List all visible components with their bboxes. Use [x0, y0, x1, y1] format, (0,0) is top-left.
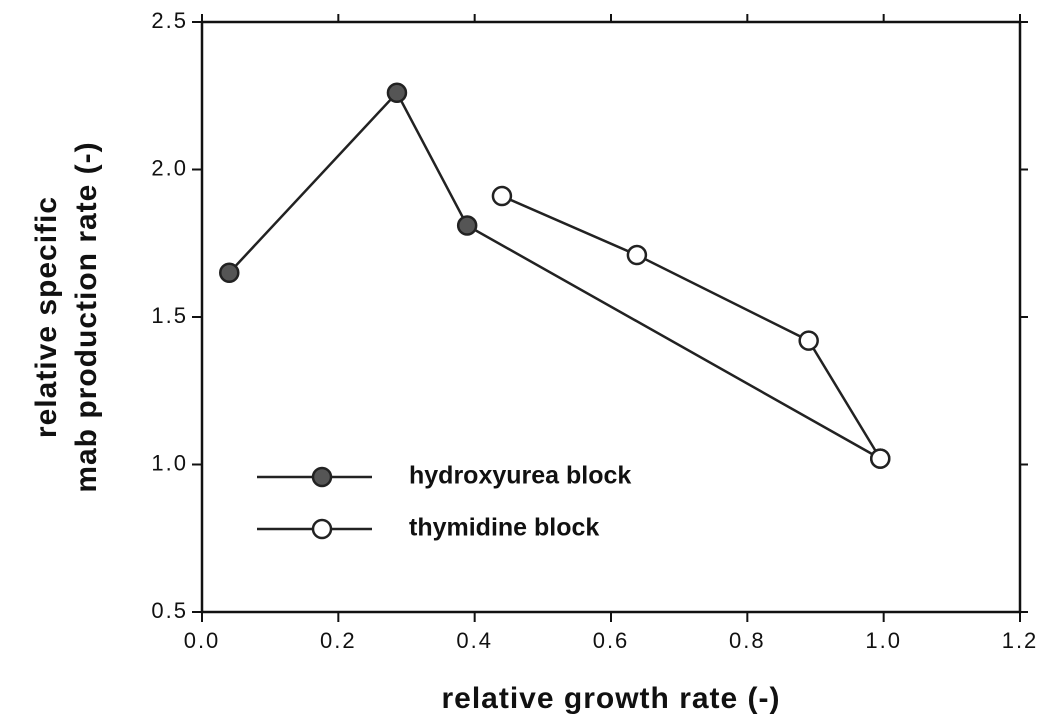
y-axis-label: mab production rate (-) — [70, 141, 103, 492]
x-tick-label: 1.0 — [865, 628, 902, 653]
marker — [626, 244, 648, 266]
marker — [386, 82, 408, 104]
y-axis-label: relative specific — [30, 196, 63, 438]
x-tick-label: 1.2 — [1002, 628, 1039, 653]
y-tick-label: 1.0 — [151, 450, 188, 475]
marker — [456, 215, 478, 236]
legend-label: thymidine block — [409, 514, 599, 542]
marker — [870, 448, 891, 469]
marker — [491, 185, 513, 207]
y-tick-label: 2.5 — [151, 8, 188, 33]
x-tick-label: 0.4 — [456, 628, 493, 653]
marker — [219, 262, 240, 283]
y-tick-label: 1.5 — [151, 303, 188, 328]
series-line — [501, 194, 882, 460]
legend-marker — [311, 518, 333, 540]
x-axis-label: relative growth rate (-) — [441, 682, 780, 715]
marker — [798, 330, 819, 351]
x-tick-label: 0.0 — [184, 628, 221, 653]
x-tick-label: 0.2 — [320, 628, 357, 653]
x-tick-label: 0.8 — [729, 628, 766, 653]
legend-marker — [311, 466, 333, 488]
legend-label: hydroxyurea block — [409, 462, 631, 490]
x-tick-label: 0.6 — [593, 628, 630, 653]
y-tick-label: 2.0 — [151, 155, 188, 180]
series-line — [228, 90, 881, 460]
y-tick-label: 0.5 — [151, 598, 188, 623]
